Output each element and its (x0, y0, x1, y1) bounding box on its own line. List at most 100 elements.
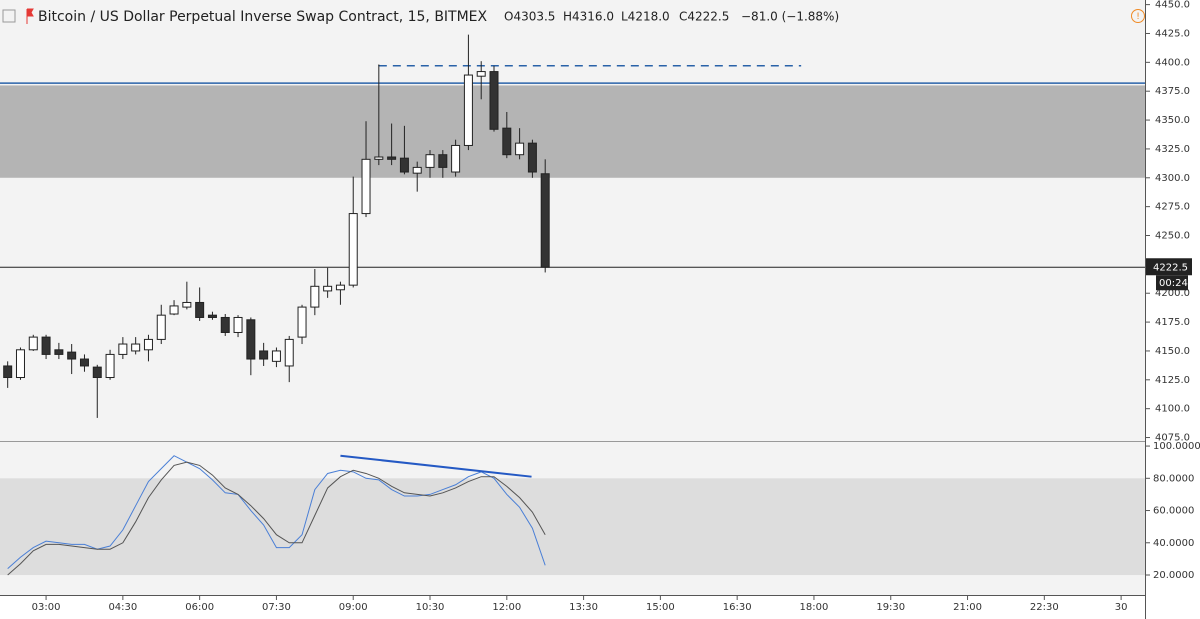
candle-body (92, 366, 102, 379)
x-tick-label: 22:30 (1030, 602, 1059, 613)
candle-body (284, 338, 294, 367)
y-tick-label: 80.0000 (1153, 473, 1194, 484)
band (0, 478, 1145, 576)
candle-body (259, 350, 269, 360)
candle-body (451, 144, 461, 173)
candle-body (323, 285, 333, 292)
y-tick-label: 4200.0 (1155, 288, 1190, 299)
candle-body (79, 358, 89, 367)
y-tick-label: 4375.0 (1155, 86, 1190, 97)
y-tick-label: 4175.0 (1155, 317, 1190, 328)
y-tick-label: 4275.0 (1155, 202, 1190, 213)
candle-body (41, 336, 51, 355)
candle-body (476, 71, 486, 77)
x-tick-label: 21:00 (953, 602, 982, 613)
candle-body (387, 156, 397, 160)
change-label: −81.0 (−1.88%) (741, 10, 839, 24)
price-tag-label: 4222.5 (1153, 262, 1188, 273)
candle-body (156, 314, 166, 340)
ohlc-label: H4316.0 (563, 10, 614, 24)
candle-body (207, 314, 217, 318)
chart-title: Bitcoin / US Dollar Perpetual Inverse Sw… (38, 9, 488, 25)
x-tick-label: 12:00 (492, 602, 521, 613)
ohlc-label: L4218.0 (621, 10, 670, 24)
candle-body (118, 343, 128, 355)
y-tick-label: 40.0000 (1153, 538, 1194, 549)
candle-body (233, 316, 243, 333)
candle-body (399, 157, 409, 173)
candle-body (527, 142, 537, 173)
candle-body (169, 305, 179, 315)
x-tick-label: 04:30 (108, 602, 137, 613)
x-tick-label: 03:00 (32, 602, 61, 613)
candle-body (502, 127, 512, 156)
axis-background (0, 595, 1145, 619)
alert-icon: ! (1136, 12, 1140, 22)
stoch-line (7, 461, 546, 576)
zone (0, 85, 1145, 178)
candle-body (489, 71, 499, 130)
y-tick-label: 20.0000 (1153, 570, 1194, 581)
y-tick-label: 4100.0 (1155, 404, 1190, 415)
x-tick-label: 10:30 (416, 602, 445, 613)
y-tick-label: 4325.0 (1155, 144, 1190, 155)
candle-body (412, 166, 422, 174)
candle-body (374, 156, 384, 160)
x-tick-label: 19:30 (876, 602, 905, 613)
y-tick-label: 60.0000 (1153, 506, 1194, 517)
candle-body (15, 349, 25, 379)
y-tick-label: 4450.0 (1155, 0, 1190, 11)
alert-icon[interactable] (1131, 9, 1145, 23)
countdown-label: 00:24 (1159, 278, 1188, 289)
countdown-tag (1156, 275, 1188, 291)
candle-body (195, 301, 205, 318)
y-tick-label: 4250.0 (1155, 231, 1190, 242)
candle-body (105, 353, 115, 379)
y-tick-label: 4125.0 (1155, 375, 1190, 386)
x-tick-label: 09:00 (339, 602, 368, 613)
ohlc-label: O4303.5 (504, 10, 555, 24)
candle-body (335, 284, 345, 291)
candle-body (131, 343, 141, 352)
candle-body (182, 301, 192, 308)
candle-body (297, 306, 307, 338)
x-tick-label: 06:00 (185, 602, 214, 613)
candle-body (246, 319, 256, 360)
y-tick-label: 4150.0 (1155, 346, 1190, 357)
y-tick-label: 4300.0 (1155, 173, 1190, 184)
candle-body (438, 154, 448, 168)
divergence-line (340, 454, 532, 478)
axis-background (1145, 0, 1200, 619)
y-tick-label: 100.0000 (1153, 441, 1200, 452)
x-tick-label: 16:30 (723, 602, 752, 613)
ohlc-label: C4222.5 (679, 10, 729, 24)
y-tick-label: 4400.0 (1155, 57, 1190, 68)
y-tick-label: 4075.0 (1155, 433, 1190, 444)
candle-body (220, 316, 230, 333)
x-tick-label: 13:30 (569, 602, 598, 613)
candle-body (515, 142, 525, 156)
icon (2, 9, 16, 23)
y-tick-label: 4350.0 (1155, 115, 1190, 126)
header: Bitcoin / US Dollar Perpetual Inverse Sw… (2, 8, 1145, 25)
y-tick-label: 4425.0 (1155, 28, 1190, 39)
x-tick-label: 30 (1115, 602, 1128, 613)
price-pane: 4450.0 4425.0 4400.0 4375.0 4350.0 4325.0 4300… (0, 0, 1192, 444)
candle-body (54, 349, 64, 355)
stoch-pane: 100.0000 80.0000 60.0000 40.0000 20.0000 03:0… (0, 441, 1200, 613)
candle-body (271, 350, 281, 362)
x-tick-label: 15:00 (646, 602, 675, 613)
candle-body (425, 154, 435, 168)
candle-body (3, 365, 13, 379)
candle-body (67, 351, 77, 360)
candle-body (361, 158, 371, 215)
candle-body (348, 213, 358, 286)
x-tick-label: 18:00 (800, 602, 829, 613)
candle-body (463, 74, 473, 146)
candle-body (28, 336, 38, 351)
candle-body (143, 338, 153, 351)
candle-body (540, 173, 550, 268)
x-tick-label: 07:30 (262, 602, 291, 613)
candle-body (310, 285, 320, 308)
